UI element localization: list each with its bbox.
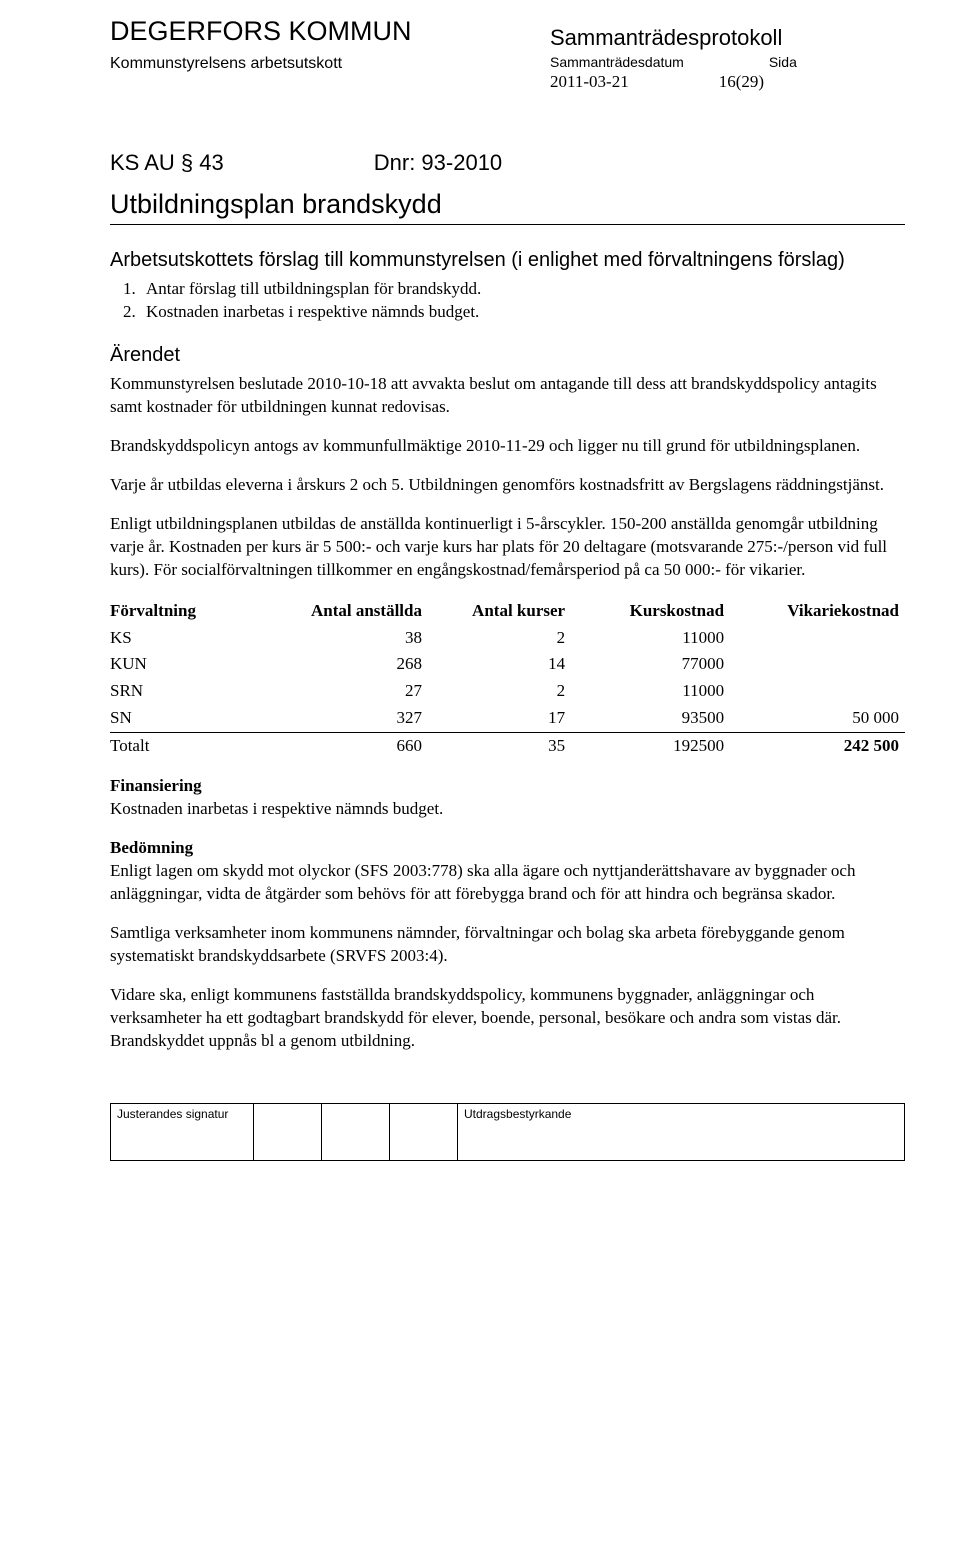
- cell: 11000: [571, 625, 730, 652]
- case-dnr: Dnr: 93-2010: [374, 148, 502, 178]
- arende-p2: Brandskyddspolicyn antogs av kommunfullm…: [110, 435, 905, 458]
- proposal-heading: Arbetsutskottets förslag till kommunstyr…: [110, 247, 905, 274]
- cell: 11000: [571, 678, 730, 705]
- col-kurser: Antal kurser: [428, 598, 571, 625]
- arende-p4: Enligt utbildningsplanen utbildas de ans…: [110, 513, 905, 582]
- cell: SRN: [110, 678, 253, 705]
- col-kurskostnad: Kurskostnad: [571, 598, 730, 625]
- org-name: DEGERFORS KOMMUN: [110, 13, 412, 49]
- cell: Totalt: [110, 733, 253, 760]
- table-row: KUN 268 14 77000: [110, 651, 905, 678]
- cell: 192500: [571, 733, 730, 760]
- table-row: KS 38 2 11000: [110, 625, 905, 652]
- cell: 38: [253, 625, 428, 652]
- financing-heading: Finansiering: [110, 775, 905, 798]
- cell: 327: [253, 705, 428, 732]
- proposal-item: Kostnaden inarbetas i respektive nämnds …: [140, 301, 905, 324]
- cell: 77000: [571, 651, 730, 678]
- cell: 2: [428, 678, 571, 705]
- sub-org-name: Kommunstyrelsens arbetsutskott: [110, 53, 342, 75]
- assessment-p1: Enligt lagen om skydd mot olyckor (SFS 2…: [110, 860, 905, 906]
- assessment-heading: Bedömning: [110, 837, 905, 860]
- assessment-p3: Vidare ska, enligt kommunens fastställda…: [110, 984, 905, 1053]
- cell: [730, 651, 905, 678]
- col-vikariekostnad: Vikariekostnad: [730, 598, 905, 625]
- table-row: SRN 27 2 11000: [110, 678, 905, 705]
- sign-slot: [322, 1103, 390, 1160]
- signature-box: Justerandes signatur Utdragsbestyrkande: [110, 1103, 905, 1161]
- cost-table: Förvaltning Antal anställda Antal kurser…: [110, 598, 905, 761]
- sign-left-label: Justerandes signatur: [111, 1103, 254, 1160]
- date-value: 2011-03-21: [550, 71, 629, 94]
- doc-title: Utbildningsplan brandskydd: [110, 186, 905, 222]
- sign-slot: [390, 1103, 458, 1160]
- proposal-item: Antar förslag till utbildningsplan för b…: [140, 278, 905, 301]
- cell: [730, 678, 905, 705]
- side-label: Sida: [769, 53, 797, 72]
- cost-header-row: Förvaltning Antal anställda Antal kurser…: [110, 598, 905, 625]
- cell: 93500: [571, 705, 730, 732]
- table-row: SN 327 17 93500 50 000: [110, 705, 905, 732]
- cell: [730, 625, 905, 652]
- cell: 35: [428, 733, 571, 760]
- title-underline: [110, 224, 905, 225]
- case-ref: KS AU § 43: [110, 148, 224, 178]
- cell: 660: [253, 733, 428, 760]
- cell: 2: [428, 625, 571, 652]
- date-label: Sammanträdesdatum: [550, 53, 684, 72]
- financing-text: Kostnaden inarbetas i respektive nämnds …: [110, 798, 905, 821]
- cell: 50 000: [730, 705, 905, 732]
- cell: SN: [110, 705, 253, 732]
- sign-right-label: Utdragsbestyrkande: [458, 1103, 905, 1160]
- col-anstallda: Antal anställda: [253, 598, 428, 625]
- col-forvaltning: Förvaltning: [110, 598, 253, 625]
- cell: 242 500: [730, 733, 905, 760]
- cell: 27: [253, 678, 428, 705]
- cell: KUN: [110, 651, 253, 678]
- proposal-list: Antar förslag till utbildningsplan för b…: [110, 278, 905, 324]
- arende-p3: Varje år utbildas eleverna i årskurs 2 o…: [110, 474, 905, 497]
- protocol-title: Sammanträdesprotokoll: [550, 23, 782, 53]
- cell: 14: [428, 651, 571, 678]
- arende-p1: Kommunstyrelsen beslutade 2010-10-18 att…: [110, 373, 905, 419]
- side-value: 16(29): [719, 71, 764, 94]
- cell: 268: [253, 651, 428, 678]
- arende-heading: Ärendet: [110, 342, 905, 369]
- cell: KS: [110, 625, 253, 652]
- table-total-row: Totalt 660 35 192500 242 500: [110, 733, 905, 760]
- sign-slot: [254, 1103, 322, 1160]
- cell: 17: [428, 705, 571, 732]
- assessment-p2: Samtliga verksamheter inom kommunens näm…: [110, 922, 905, 968]
